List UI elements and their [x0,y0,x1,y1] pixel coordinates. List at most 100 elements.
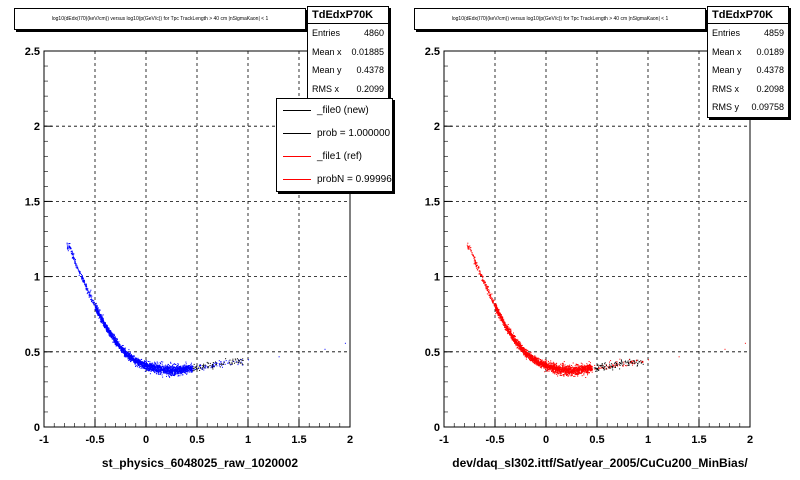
scatter-point [578,365,580,367]
scatter-point [68,243,70,245]
scatter-point [192,370,194,372]
scatter-point [101,316,103,318]
scatter-point [146,362,147,364]
scatter-point [555,370,557,372]
scatter-point [176,372,178,374]
scatter-point [134,360,135,362]
scatter-point [572,366,574,368]
scatter-point [230,364,232,366]
scatter-point [179,366,181,368]
scatter-point [538,358,540,360]
scatter-point [532,360,534,362]
scatter-point [122,352,124,354]
scatter-point [156,365,158,367]
scatter-point [543,362,545,364]
scatter-point [237,361,239,363]
scatter-point [160,370,162,372]
scatter-point [577,367,579,369]
scatter-point [106,328,108,330]
scatter-point [524,354,526,356]
scatter-point [576,374,578,376]
scatter-point [502,317,504,319]
scatter-point [84,285,86,287]
scatter-point [220,364,222,365]
scatter-point [557,375,559,377]
scatter-point [577,375,579,377]
scatter-point [146,363,148,365]
scatter-point [616,363,618,365]
scatter-point [533,355,535,357]
scatter-point [177,366,179,368]
scatter-point [470,247,472,249]
scatter-point [565,374,567,376]
scatter-point [93,304,95,306]
scatter-point [110,332,112,334]
scatter-point [75,267,77,269]
scatter-point [150,367,151,369]
scatter-point [119,347,121,349]
scatter-point [99,314,101,316]
scatter-point [193,368,195,369]
scatter-point [212,368,214,370]
scatter-point [138,367,140,369]
scatter-point [144,368,145,369]
scatter-point [108,328,110,330]
scatter-point [165,365,167,367]
left-x-axis-label: st_physics_6048025_raw_1020002 [101,456,299,470]
scatter-point [622,364,624,366]
scatter-point [568,367,570,369]
scatter-point [207,366,209,368]
scatter-point [564,364,566,366]
scatter-point [642,360,644,362]
scatter-point [588,361,590,362]
scatter-point [89,296,91,298]
scatter-point [522,347,524,349]
scatter-point [146,364,148,366]
scatter-point [167,366,169,368]
scatter-point [177,363,179,365]
x-tick-label: 0.5 [189,434,204,446]
scatter-point [166,372,167,374]
scatter-point [550,366,552,368]
left-panel: -1 -0.5 0 0.5 1 1.5 2 0 0.5 1 1.5 2 2.5 log10(dEdx(I… [14,6,393,470]
scatter-point [188,367,190,369]
scatter-point [500,315,502,316]
scatter-point [154,363,156,365]
scatter-point [564,367,566,369]
scatter-point [164,369,165,371]
scatter-point [177,364,179,366]
scatter-point [220,363,222,365]
scatter-point [479,271,481,273]
scatter-point [188,370,190,372]
scatter-point [555,364,557,366]
scatter-point [168,372,169,374]
scatter-point [561,363,563,365]
scatter-point [80,272,82,274]
scatter-point [71,250,73,252]
scatter-point [142,362,144,364]
scatter-point [498,312,500,314]
scatter-point [151,367,153,369]
scatter-point [119,344,121,346]
scatter-point [110,331,112,333]
scatter-point [126,353,128,355]
scatter-point [124,351,126,353]
scatter-point [541,359,543,361]
scatter-point [111,333,113,335]
scatter-point [125,352,126,354]
scatter-point [551,368,553,370]
x-tick-label: 1.5 [691,434,706,446]
scatter-point [495,303,497,305]
scatter-point [502,322,504,324]
scatter-point [90,294,92,296]
scatter-point [156,370,158,372]
scatter-point [492,299,494,301]
x-tick-label: 0 [143,434,149,446]
scatter-point [223,362,225,364]
scatter-point [223,363,225,365]
scatter-point [80,275,82,277]
scatter-point [509,328,511,330]
scatter-point [191,370,193,372]
scatter-point [103,323,105,325]
scatter-point [135,360,136,362]
